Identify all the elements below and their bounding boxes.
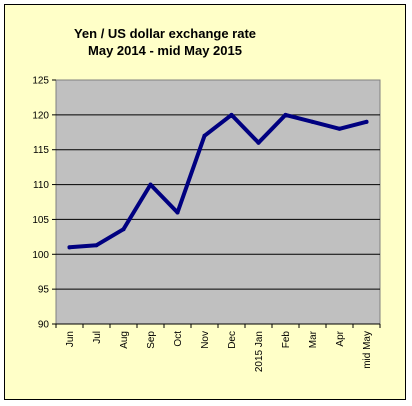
data-point — [310, 119, 315, 124]
data-point — [337, 126, 342, 131]
x-tick-label: Oct — [173, 331, 184, 347]
chart-title-line-2: May 2014 - mid May 2015 — [88, 43, 242, 58]
data-point — [256, 140, 261, 145]
x-tick-label: Nov — [200, 331, 211, 349]
y-tick-label: 110 — [33, 180, 49, 191]
y-tick-label: 100 — [32, 250, 49, 261]
data-point — [283, 112, 288, 117]
x-tick-label: Sep — [146, 331, 157, 349]
y-tick-label: 105 — [32, 215, 49, 226]
data-point — [202, 133, 207, 138]
x-tick-label: Apr — [335, 330, 346, 346]
data-point — [364, 119, 369, 124]
y-tick-label: 125 — [32, 76, 49, 87]
x-tick-label: 2015 Jan — [254, 331, 265, 372]
plot-area — [55, 79, 381, 325]
y-tick-label: 90 — [38, 320, 50, 331]
x-tick-label: Dec — [227, 331, 238, 349]
x-tick-label: Jun — [65, 331, 76, 347]
x-tick-label: Mar — [308, 330, 319, 348]
x-tick-label: Feb — [281, 331, 292, 349]
series-line — [67, 112, 369, 250]
y-tick-label: 115 — [33, 145, 49, 156]
x-tick-label: Aug — [119, 331, 130, 349]
y-tick-label: 95 — [38, 285, 50, 296]
data-point — [229, 112, 234, 117]
data-point — [121, 227, 126, 232]
x-tick-label: mid May — [362, 331, 373, 369]
data-point — [94, 243, 99, 248]
y-tick-label: 120 — [32, 110, 49, 121]
data-point — [175, 210, 180, 215]
x-tick-label: Jul — [92, 331, 103, 344]
data-point — [67, 245, 72, 250]
chart-title-line-1: Yen / US dollar exchange rate — [74, 26, 256, 41]
data-point — [148, 182, 153, 187]
